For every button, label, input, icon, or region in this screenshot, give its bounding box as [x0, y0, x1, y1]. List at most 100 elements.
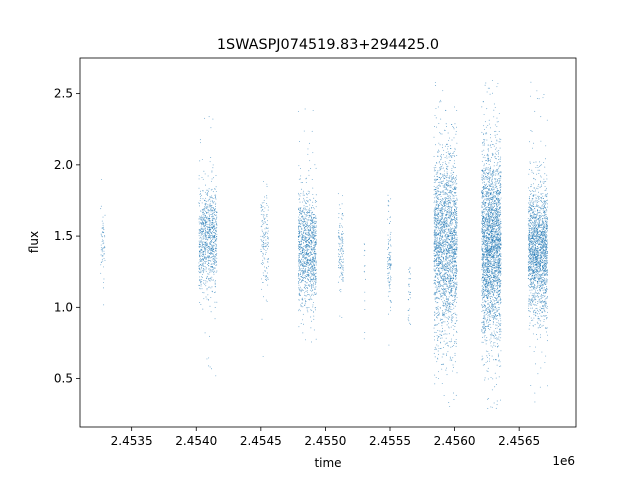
data-point [433, 178, 435, 180]
data-point [442, 313, 443, 315]
data-point [407, 318, 409, 320]
data-point [211, 206, 213, 208]
data-point [437, 297, 439, 299]
data-point [298, 326, 300, 328]
data-point [443, 186, 445, 188]
data-point [307, 245, 309, 247]
data-point [438, 221, 440, 223]
data-point [442, 236, 444, 238]
data-point [439, 190, 441, 192]
data-point [206, 298, 208, 300]
data-point [301, 302, 303, 304]
data-point [267, 227, 269, 229]
data-point [301, 239, 303, 241]
data-point [456, 210, 458, 212]
data-point [442, 315, 444, 316]
data-point [339, 245, 341, 247]
data-point [452, 235, 454, 237]
data-point [301, 263, 303, 265]
data-point [311, 264, 312, 266]
data-point [363, 270, 365, 272]
data-point [435, 240, 437, 242]
data-point [203, 228, 205, 230]
data-point [455, 265, 457, 267]
data-point [300, 246, 302, 248]
data-point [435, 253, 437, 255]
data-point [454, 202, 456, 204]
data-point [211, 266, 213, 268]
data-point [202, 255, 204, 257]
data-point [212, 269, 214, 271]
data-point [388, 284, 390, 286]
data-point [204, 203, 206, 205]
data-point [452, 239, 454, 241]
data-point [209, 335, 211, 337]
data-point [340, 275, 342, 277]
data-point [214, 203, 216, 205]
data-point [212, 218, 214, 220]
data-point [304, 221, 306, 223]
data-point [449, 279, 451, 280]
data-point [298, 261, 300, 263]
data-point [445, 184, 447, 186]
data-point [483, 163, 485, 165]
data-point [390, 306, 391, 308]
data-point [433, 241, 435, 243]
data-point [314, 293, 315, 295]
data-point [436, 239, 438, 241]
data-point [206, 189, 208, 191]
data-point [443, 224, 445, 226]
data-point [342, 250, 344, 252]
data-point [103, 257, 105, 259]
data-point [389, 263, 391, 265]
data-point [489, 329, 491, 331]
data-point [207, 226, 209, 228]
data-point [216, 236, 218, 237]
data-point [443, 202, 445, 204]
data-point [443, 242, 445, 244]
data-point [483, 140, 485, 142]
data-point [409, 268, 411, 269]
data-point [338, 255, 339, 257]
data-point [448, 206, 450, 208]
data-point [204, 117, 206, 119]
data-point [436, 335, 438, 337]
data-point [408, 291, 410, 293]
data-point [214, 207, 216, 209]
data-point [439, 202, 441, 204]
data-point [212, 206, 214, 208]
data-point [214, 263, 216, 265]
data-point [308, 191, 310, 193]
data-point [456, 244, 458, 246]
data-point [299, 235, 301, 237]
data-point [214, 243, 216, 245]
data-point [313, 251, 315, 253]
data-point [210, 241, 212, 243]
data-point [298, 288, 300, 290]
data-point [446, 281, 447, 283]
data-point [302, 319, 304, 321]
data-point [262, 252, 264, 254]
data-point [311, 280, 313, 282]
data-point [434, 235, 436, 237]
data-point [199, 232, 201, 233]
data-point [206, 277, 207, 279]
data-point [437, 198, 439, 200]
data-point [455, 223, 457, 225]
data-point [214, 301, 216, 303]
data-point [311, 236, 312, 238]
data-point [444, 246, 446, 247]
data-point [260, 210, 262, 212]
data-point [208, 253, 210, 255]
data-point [449, 261, 450, 263]
data-point [341, 245, 343, 247]
data-point [388, 246, 389, 248]
data-point [442, 164, 444, 166]
data-point [447, 202, 449, 204]
data-point [439, 330, 441, 332]
data-point [304, 230, 306, 232]
data-point [436, 257, 438, 259]
data-point [314, 201, 316, 203]
data-point [451, 304, 453, 306]
data-point [308, 237, 310, 239]
